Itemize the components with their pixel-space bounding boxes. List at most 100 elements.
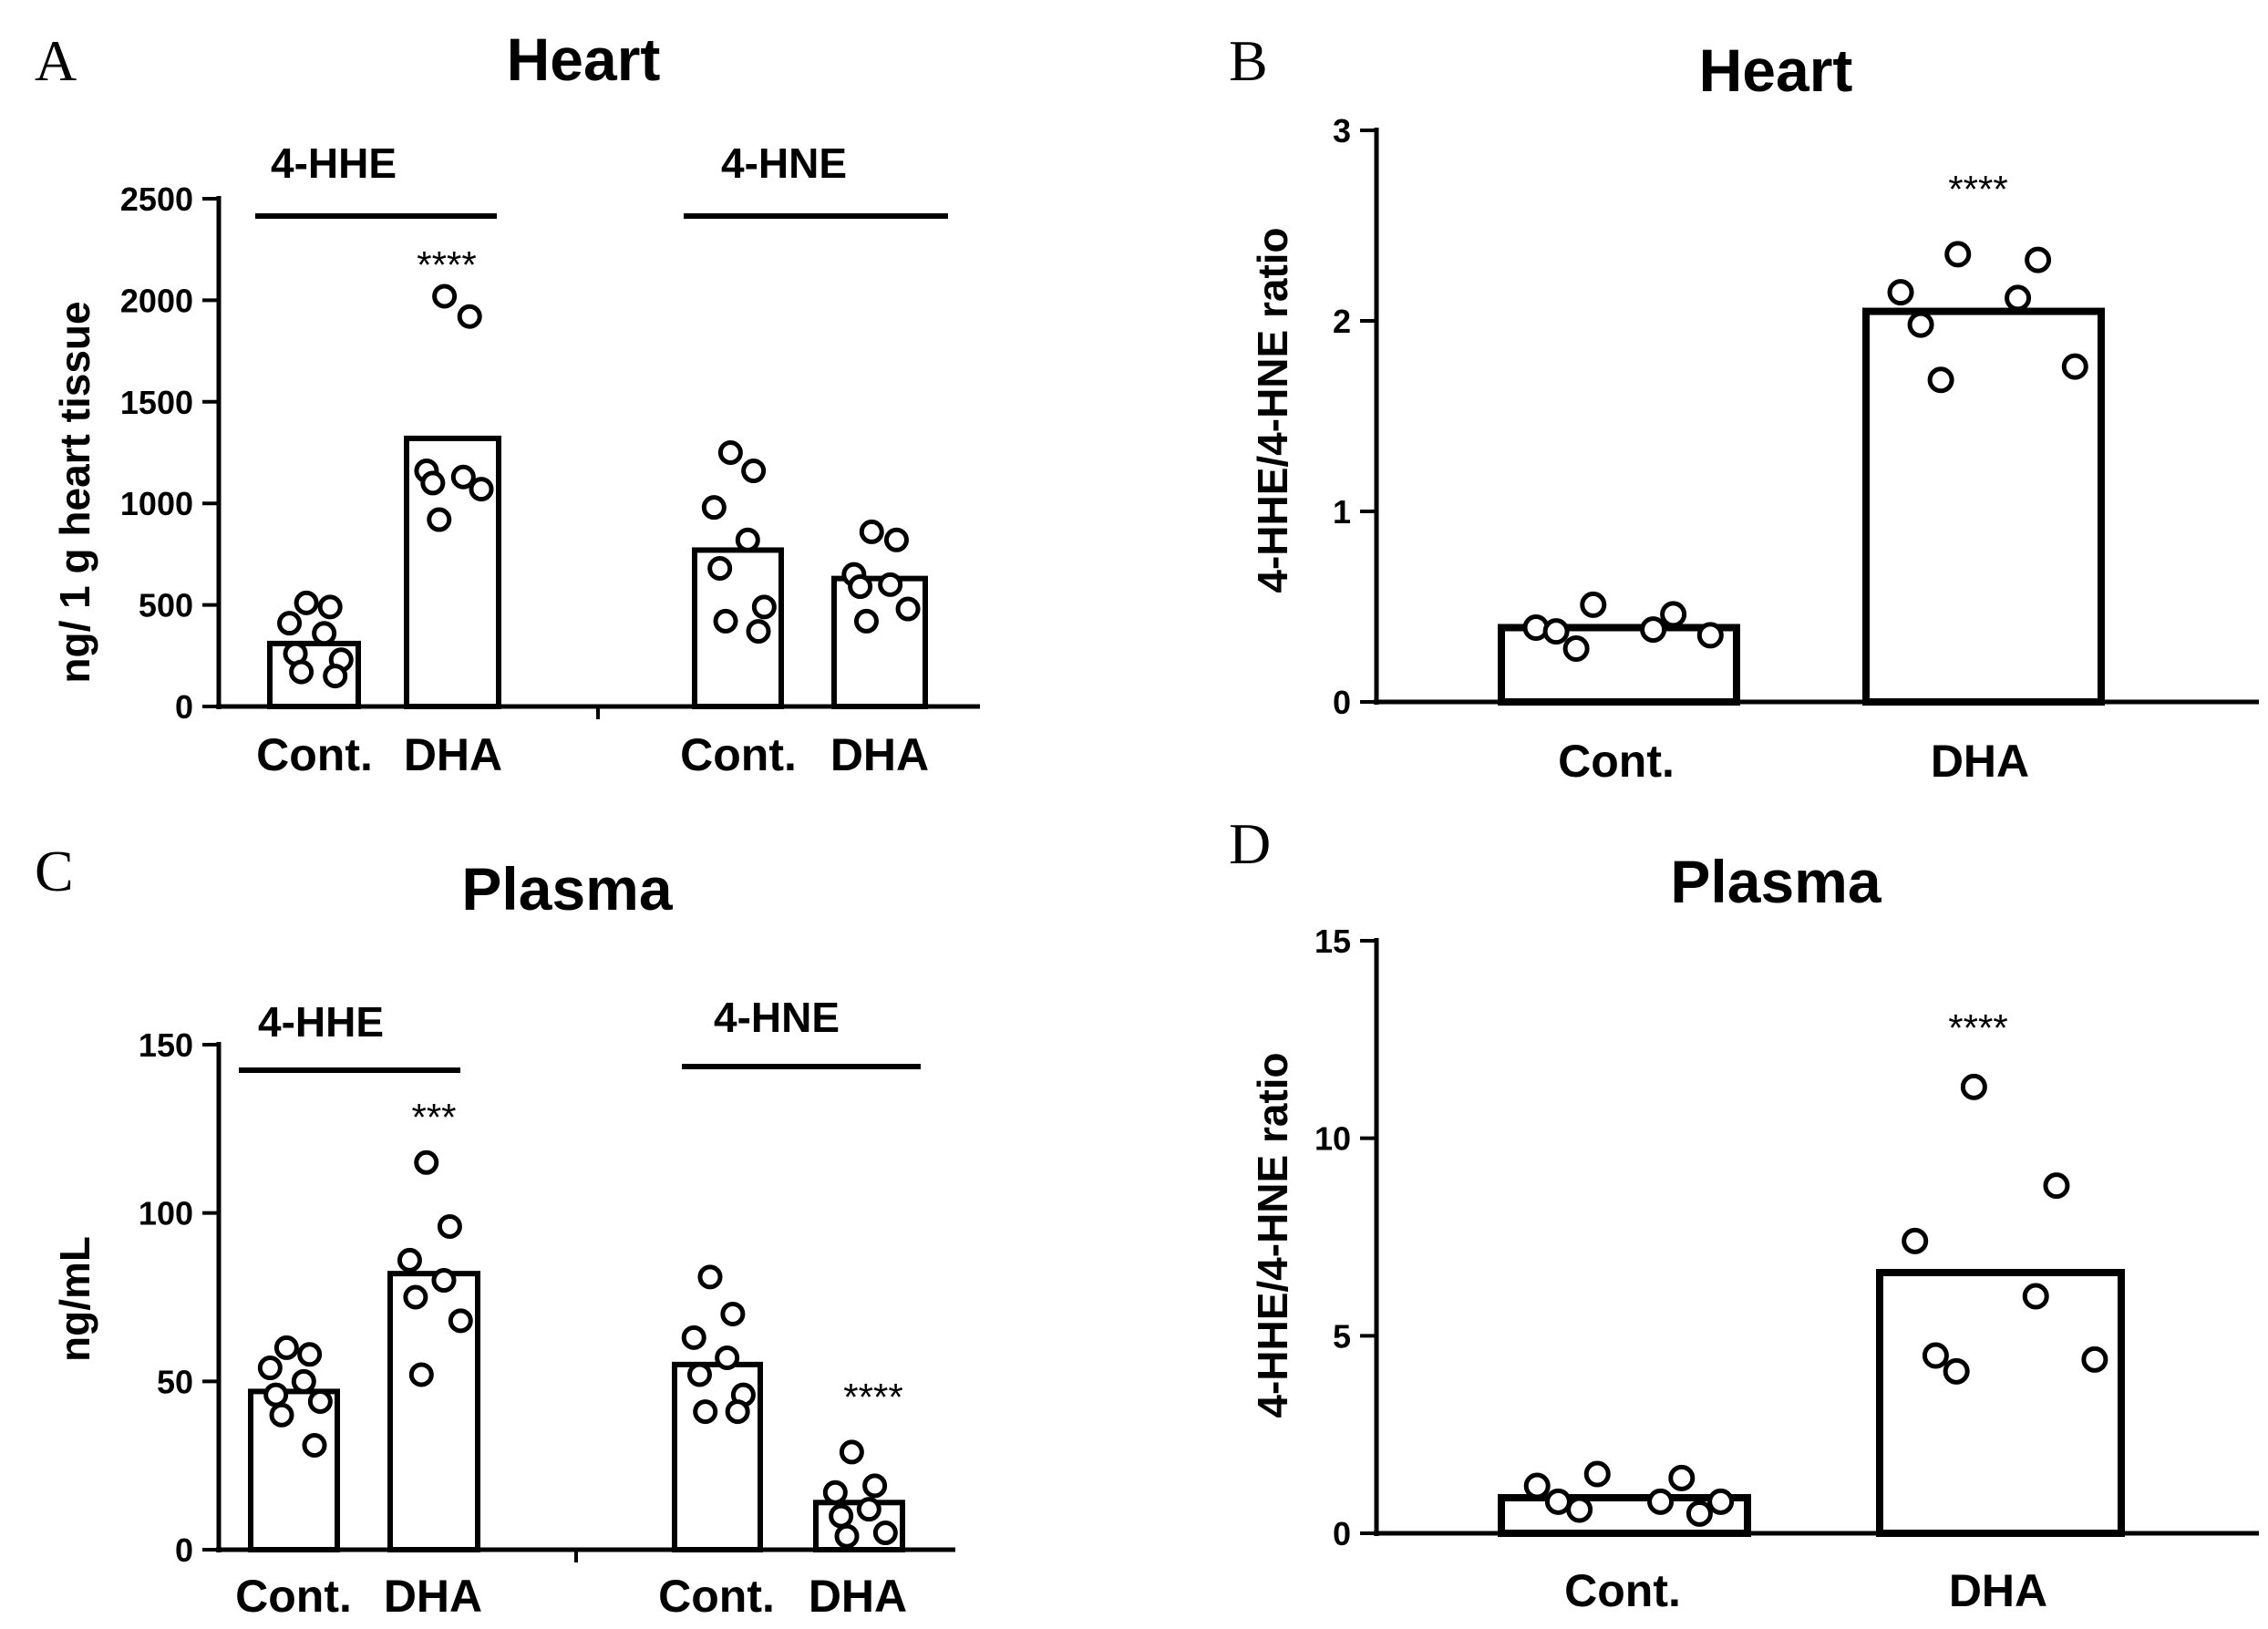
- panel-c-data-point: [681, 1325, 706, 1350]
- panel-c-data-point: [829, 1503, 854, 1529]
- panel-a-points: [277, 284, 921, 689]
- panel-a-category-label: DHA: [830, 729, 929, 780]
- panel-b-category-label: DHA: [1931, 736, 2029, 787]
- panel-a-y-tick-label: 0: [175, 688, 193, 726]
- panel-b-letter: B: [1229, 28, 1268, 93]
- panel-a-y-axis-label: ng/ 1 g heart tissue: [51, 301, 98, 683]
- panel-a-data-point: [457, 304, 482, 329]
- panel-b-data-point: [1696, 622, 1724, 649]
- panel-d-data-point: [1707, 1488, 1735, 1515]
- panel-a-bars: [267, 435, 928, 710]
- panel-b-data-point: [1580, 591, 1607, 618]
- panel-c-data-point: [297, 1342, 323, 1367]
- panel-a-data-point: [853, 608, 879, 634]
- panel-c-y-tick-label: 150: [139, 1026, 193, 1064]
- panel-c-data-point: [697, 1264, 723, 1290]
- panel-a-data-point: [883, 527, 909, 552]
- panel-c-data-point: [431, 1268, 457, 1294]
- panel-d-data-point: [2043, 1172, 2070, 1200]
- panel-a-group-label-hhe: 4-HHE: [271, 139, 397, 187]
- panel-d-category-label: Cont.: [1564, 1565, 1681, 1616]
- panel-d-data-point: [2022, 1283, 2049, 1310]
- panel-a-y-tick-label: 2500: [120, 180, 193, 218]
- panel-d-category-labels: Cont. DHA: [1564, 1565, 2047, 1616]
- panel-c-data-point: [263, 1382, 289, 1407]
- panel-a-axes: 0 500 1000 1500 2000 2500: [120, 180, 980, 726]
- panel-b-y-tick-label: 0: [1333, 684, 1351, 721]
- panel-a-y-tick-label: 1000: [120, 485, 193, 522]
- panel-d-y-axis-label: 4-HHE/4-HNE ratio: [1249, 1052, 1296, 1418]
- panel-a-data-point: [701, 495, 727, 521]
- panel-d-bars: [1498, 1269, 2125, 1537]
- panel-b-title: Heart: [1699, 36, 1853, 104]
- panel-d-y-tick-label: 0: [1333, 1515, 1351, 1552]
- panel-d-significance-marker: ****: [1948, 1006, 2007, 1049]
- panel-b-bar: [1862, 307, 2105, 706]
- panel-d-bar: [1876, 1269, 2125, 1537]
- panel-c-points: [257, 1150, 898, 1549]
- panel-a-letter: A: [35, 28, 77, 93]
- panel-b-bars: [1498, 307, 2105, 706]
- panel-a-data-point: [895, 596, 921, 622]
- panel-c-category-labels: Cont. DHA Cont. DHA: [235, 1571, 907, 1622]
- panel-a-data-point: [277, 611, 303, 636]
- panel-d-letter: D: [1229, 811, 1271, 876]
- panel-d-data-point: [1544, 1488, 1572, 1515]
- panel-d-data-point: [2081, 1345, 2108, 1373]
- panel-c-data-point: [269, 1402, 294, 1428]
- panel-a-category-label: Cont.: [256, 729, 373, 780]
- panel-a-category-label: DHA: [404, 729, 502, 780]
- panel-a-category-label: Cont.: [680, 729, 797, 780]
- panel-c-data-point: [686, 1362, 712, 1387]
- panel-c-data-point: [302, 1433, 327, 1459]
- panel-b-data-point: [1944, 241, 1972, 268]
- panel-d-data-point: [1943, 1357, 1970, 1385]
- panel-d-data-point: [1647, 1488, 1675, 1515]
- panel-d-data-point: [1583, 1460, 1611, 1488]
- panel-d-y-tick-label: 5: [1333, 1317, 1351, 1355]
- panel-d-data-point: [1523, 1472, 1551, 1500]
- panel-c-data-point: [307, 1388, 333, 1414]
- panel-a-group-label-hne: 4-HNE: [721, 139, 847, 187]
- panel-c-data-point: [834, 1523, 860, 1549]
- panel-b-data-point: [1542, 618, 1570, 645]
- panel-c-data-point: [437, 1213, 462, 1239]
- panel-b-points: [1522, 241, 2088, 662]
- panel-c-data-point: [715, 1345, 740, 1370]
- panel-b-y-tick-label: 2: [1333, 303, 1351, 340]
- panel-c-title: Plasma: [461, 855, 673, 923]
- panel-c-bar: [387, 1271, 480, 1552]
- panel-a-data-point: [751, 594, 777, 620]
- panel-b-data-point: [1927, 366, 1954, 394]
- panel-c-y-axis-label: ng/mL: [51, 1236, 98, 1362]
- panel-a: A Heart ng/ 1 g heart tissue 4-HHE 4-HNE…: [35, 26, 980, 780]
- panel-d-y-tick-label: 15: [1314, 923, 1351, 960]
- panel-c-data-point: [725, 1399, 750, 1425]
- panel-c-data-point: [822, 1480, 848, 1505]
- panel-b-axes: 0 1 2 3: [1333, 112, 2259, 721]
- panel-d-data-point: [1902, 1227, 1929, 1254]
- panel-a-y-tick-label: 1500: [120, 384, 193, 421]
- panel-a-data-point: [289, 659, 314, 685]
- panel-a-data-point: [312, 621, 337, 646]
- panel-c-letter: C: [35, 839, 74, 903]
- panel-c-data-point: [273, 1335, 299, 1360]
- panel-a-significance-marker: ****: [417, 243, 476, 286]
- panel-c-data-point: [720, 1301, 746, 1326]
- panel-b-category-labels: Cont. DHA: [1558, 736, 2029, 787]
- panel-c-group-label-hne: 4-HNE: [714, 994, 840, 1041]
- panel-a-data-point: [878, 572, 903, 597]
- panel-b-data-point: [1562, 634, 1590, 662]
- panel-c-data-point: [257, 1356, 283, 1381]
- panel-c-data-point: [448, 1308, 473, 1334]
- panel-b-data-point: [1907, 311, 1934, 338]
- panel-a-data-point: [432, 284, 458, 309]
- panel-a-y-tick-label: 2000: [120, 282, 193, 319]
- panel-c-data-point: [291, 1368, 316, 1394]
- panel-c-bars: [248, 1271, 905, 1553]
- panel-c-y-tick-label: 50: [157, 1363, 193, 1400]
- panel-c-data-point: [403, 1284, 428, 1310]
- panel-c-significance: *** ****: [411, 1096, 902, 1418]
- panel-c-data-point: [856, 1497, 881, 1522]
